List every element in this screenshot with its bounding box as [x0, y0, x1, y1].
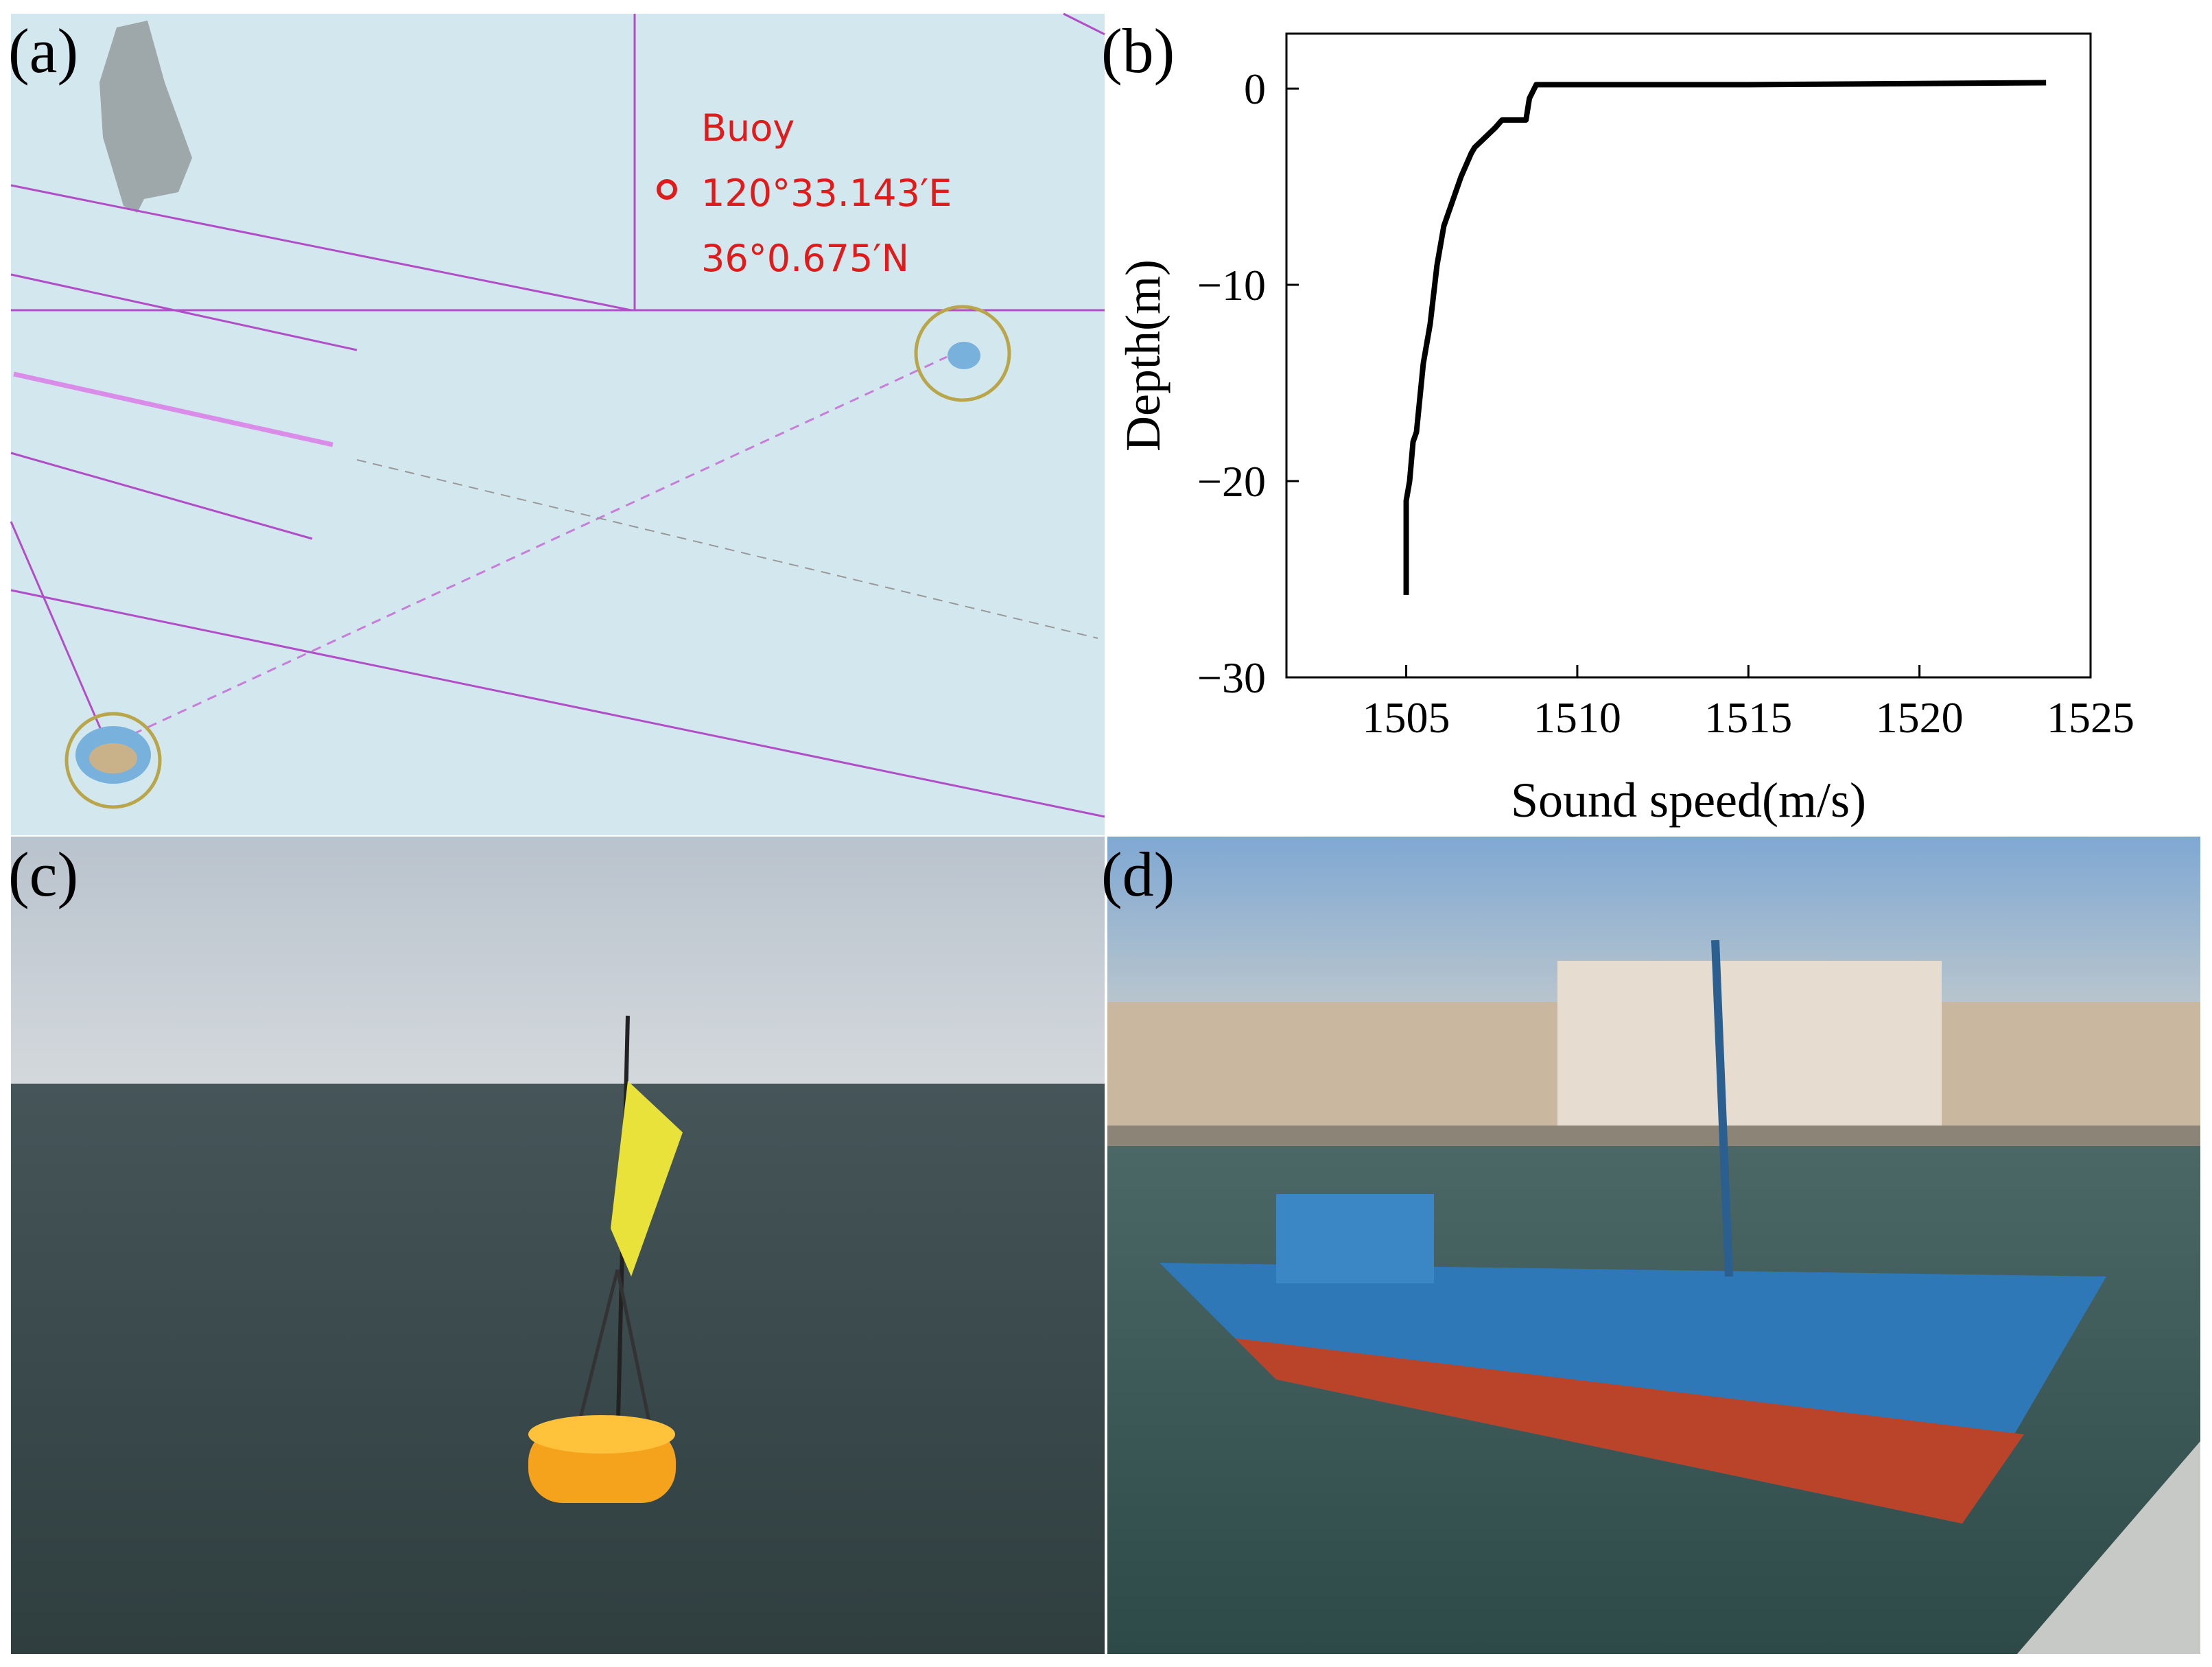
- plot-frame: [1285, 32, 2092, 679]
- map-label: Buoy: [701, 106, 795, 150]
- map-label: 120°33.143′E: [701, 172, 952, 215]
- x-tick-label: 1515: [1704, 693, 1792, 742]
- x-axis-label: Sound speed(m/s): [1511, 773, 1866, 828]
- x-tick-label: 1510: [1533, 693, 1621, 742]
- y-tick-label: −30: [1197, 653, 1266, 702]
- profile-line: [1403, 80, 2047, 595]
- y-axis-label: Depth(m): [1116, 259, 1170, 452]
- panel-label: (c): [8, 839, 78, 909]
- y-tick-label: −10: [1197, 261, 1266, 310]
- buoy-photo: [11, 837, 1105, 1654]
- y-tick-label: 0: [1244, 65, 1266, 113]
- panel-label: (b): [1101, 16, 1175, 86]
- x-tick-label: 1520: [1876, 693, 1964, 742]
- y-tick-label: −20: [1197, 457, 1266, 506]
- panel-label: (d): [1101, 839, 1175, 909]
- x-tick-label: 1525: [2047, 693, 2134, 742]
- x-tick-label: 1505: [1363, 693, 1450, 742]
- boat-photo: [1107, 837, 2200, 1654]
- map-label: 36°0.675′N: [701, 237, 909, 280]
- nautical-map: Buoy 120°33.143′E 36°0.675′N: [10, 12, 1105, 835]
- panel-label: (a): [8, 16, 78, 86]
- sound-speed-chart: Sound speed(m/s) Depth(m) 1505 1510 1515 15…: [1116, 32, 2134, 828]
